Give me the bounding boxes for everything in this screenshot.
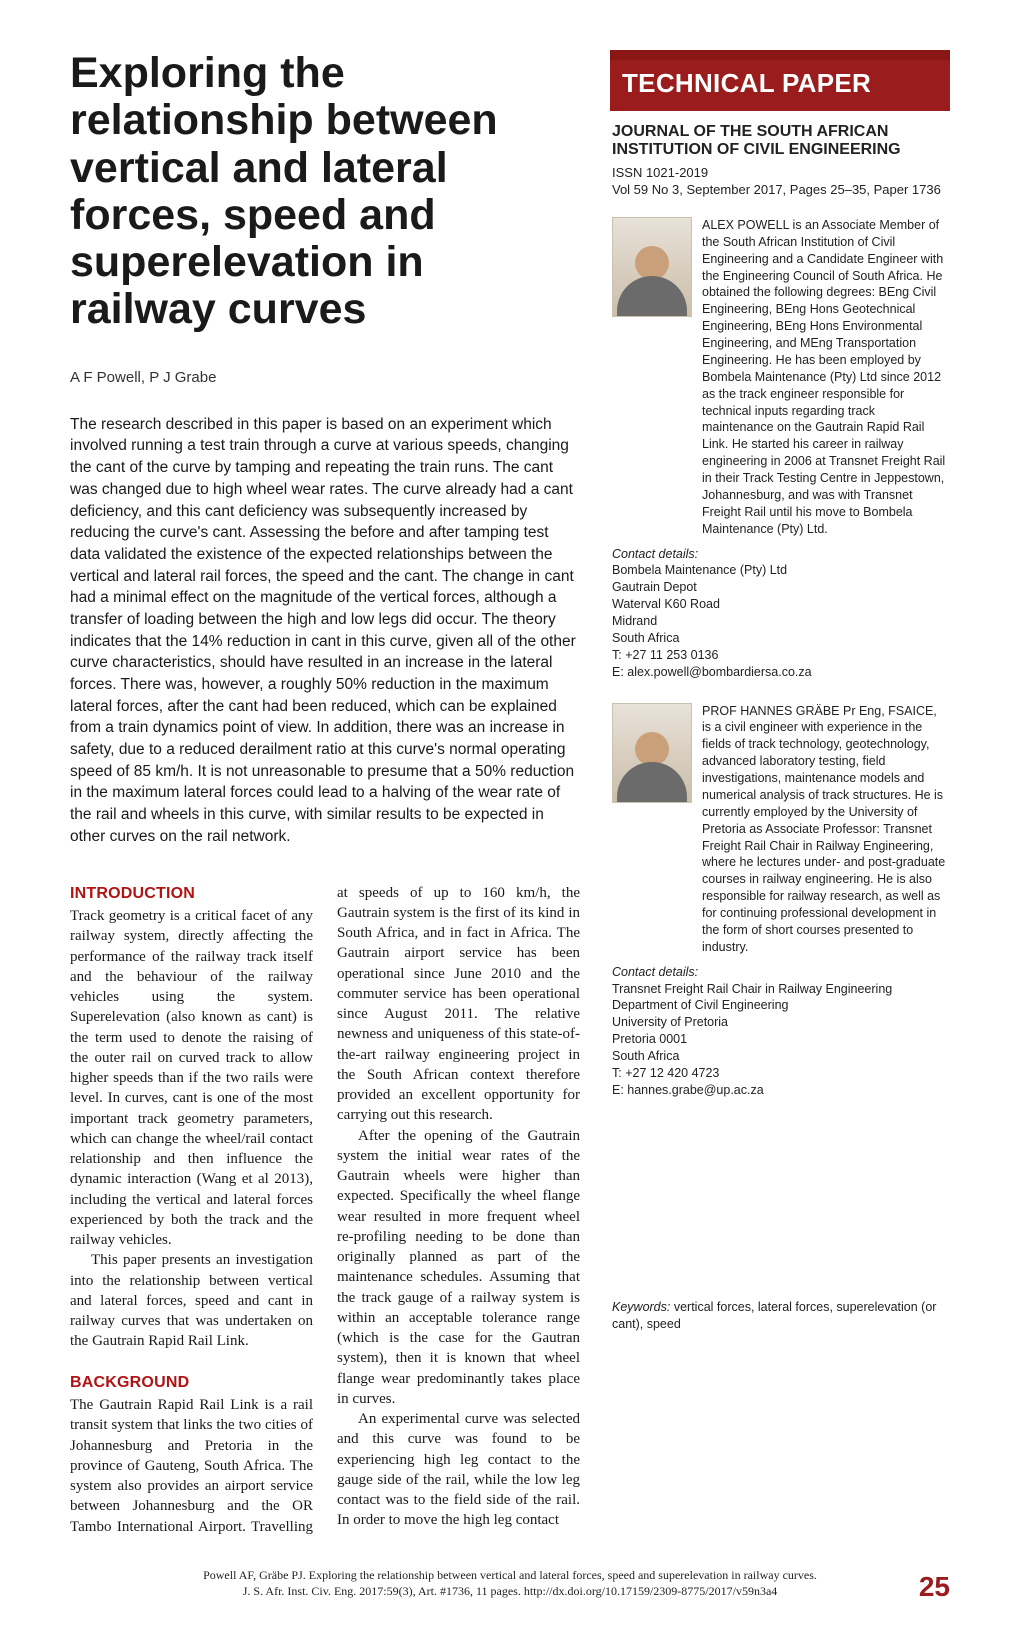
contact-line: Gautrain Depot (612, 579, 948, 596)
author-contact-2: Contact details: Transnet Freight Rail C… (612, 964, 948, 1099)
page-footer: Powell AF, Gräbe PJ. Exploring the relat… (70, 1567, 950, 1599)
abstract-text: The research described in this paper is … (70, 414, 580, 848)
page-number: 25 (919, 1571, 950, 1603)
keywords-block: Keywords: vertical forces, lateral force… (610, 1299, 950, 1333)
contact-line: Midrand (612, 613, 948, 630)
contact-line: Pretoria 0001 (612, 1031, 948, 1048)
author-bio-2: PROF HANNES GRÄBE Pr Eng, FSAICE, is a c… (610, 703, 950, 1099)
paper-title: Exploring the relationship between verti… (70, 50, 580, 334)
contact-line: Department of Civil Engineering (612, 997, 948, 1014)
author-bio-1: ALEX POWELL is an Associate Member of th… (610, 217, 950, 681)
citation-line-1: Powell AF, Gräbe PJ. Exploring the relat… (70, 1567, 950, 1583)
contact-line: E: alex.powell@bombardiersa.co.za (612, 664, 948, 681)
contact-line: South Africa (612, 630, 948, 647)
authors-line: A F Powell, P J Grabe (70, 369, 580, 386)
contact-line: University of Pretoria (612, 1014, 948, 1031)
journal-block: JOURNAL OF THE SOUTH AFRICAN INSTITUTION… (610, 123, 950, 199)
citation-line-2: J. S. Afr. Inst. Civ. Eng. 2017:59(3), A… (70, 1583, 950, 1599)
background-paragraph-2: After the opening of the Gautrain system… (337, 1126, 580, 1410)
contact-line: Transnet Freight Rail Chair in Railway E… (612, 981, 948, 998)
keywords-label: Keywords: (612, 1300, 670, 1314)
author-contact-1: Contact details: Bombela Maintenance (Pt… (612, 546, 948, 681)
author-portrait-1 (612, 217, 692, 317)
author-bio-text-1: ALEX POWELL is an Associate Member of th… (702, 217, 948, 538)
author-portrait-2 (612, 703, 692, 803)
body-columns: INTRODUCTION Track geometry is a critica… (70, 883, 580, 1537)
contact-line: T: +27 12 420 4723 (612, 1065, 948, 1082)
section-heading-introduction: INTRODUCTION (70, 883, 313, 905)
technical-paper-label: TECHNICAL PAPER (622, 66, 938, 101)
journal-name: JOURNAL OF THE SOUTH AFRICAN INSTITUTION… (612, 123, 948, 160)
contact-line: Bombela Maintenance (Pty) Ltd (612, 562, 948, 579)
contact-label-2: Contact details: (612, 964, 948, 981)
volume-line: Vol 59 No 3, September 2017, Pages 25–35… (612, 181, 948, 199)
section-heading-background: BACKGROUND (70, 1372, 313, 1394)
sidebar-column: TECHNICAL PAPER JOURNAL OF THE SOUTH AFR… (610, 50, 950, 1537)
intro-paragraph-2: This paper presents an investigation int… (70, 1250, 313, 1351)
contact-line: T: +27 11 253 0136 (612, 647, 948, 664)
contact-line: South Africa (612, 1048, 948, 1065)
contact-label-1: Contact details: (612, 546, 948, 563)
contact-line: E: hannes.grabe@up.ac.za (612, 1082, 948, 1099)
main-column: Exploring the relationship between verti… (70, 50, 580, 1537)
intro-paragraph-1: Track geometry is a critical facet of an… (70, 906, 313, 1250)
technical-paper-band: TECHNICAL PAPER (610, 50, 950, 111)
contact-line: Waterval K60 Road (612, 596, 948, 613)
author-bio-text-2: PROF HANNES GRÄBE Pr Eng, FSAICE, is a c… (702, 703, 948, 956)
issn-line: ISSN 1021-2019 (612, 164, 948, 182)
background-paragraph-3: An experimental curve was selected and t… (337, 1409, 580, 1531)
